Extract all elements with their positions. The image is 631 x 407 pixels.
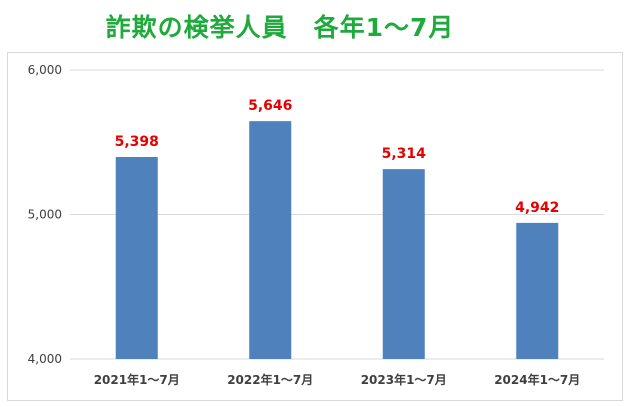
category-label: 2021年1～7月 xyxy=(94,372,180,387)
y-axis-ticks: 4,000 5,000 6,000 xyxy=(28,63,62,366)
bar xyxy=(382,169,425,359)
y-tick-label: 4,000 xyxy=(28,352,62,366)
bar-chart: 4,000 5,000 6,000 5,398 5,646 5,314 4,942 202… xyxy=(28,63,604,387)
data-labels: 5,398 5,646 5,314 4,942 xyxy=(115,98,560,216)
bars xyxy=(115,121,559,359)
x-axis-categories: 2021年1～7月 2022年1～7月 2023年1～7月 2024年1～7月 xyxy=(94,372,581,387)
chart-area: 4,000 5,000 6,000 5,398 5,646 5,314 4,942 202… xyxy=(7,52,623,401)
y-tick-label: 5,000 xyxy=(28,208,62,222)
bar xyxy=(516,222,559,359)
gridlines xyxy=(70,69,604,360)
data-label: 5,398 xyxy=(115,134,159,150)
data-label: 5,646 xyxy=(248,98,292,114)
chart-title: 詐欺の検挙人員 各年1～7月 xyxy=(105,13,455,42)
data-label: 4,942 xyxy=(515,200,559,216)
category-label: 2024年1～7月 xyxy=(494,372,580,387)
category-label: 2023年1～7月 xyxy=(361,372,447,387)
bar xyxy=(115,156,158,359)
data-label: 5,314 xyxy=(382,146,427,162)
bar xyxy=(249,121,292,359)
category-label: 2022年1～7月 xyxy=(227,372,313,387)
y-tick-label: 6,000 xyxy=(28,63,62,77)
